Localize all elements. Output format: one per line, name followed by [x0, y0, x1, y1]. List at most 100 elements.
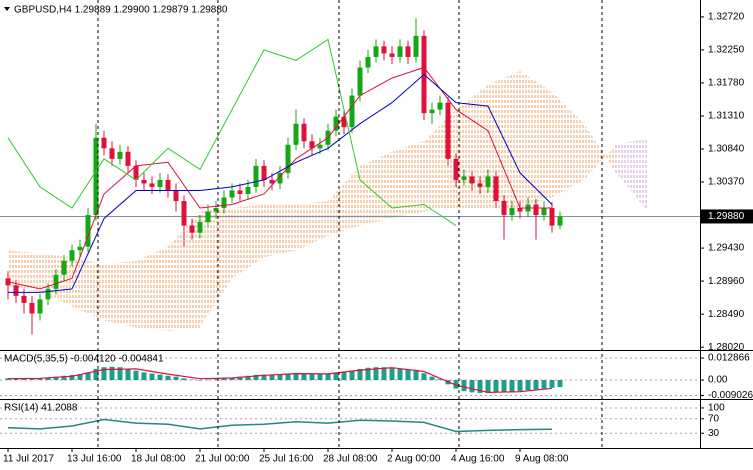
candle-body: [437, 102, 443, 110]
ichimoku-cloud-segment: [264, 204, 296, 258]
candle-body: [69, 250, 75, 261]
ichimoku-cloud-segment: [72, 257, 104, 321]
candle-body: [213, 208, 219, 212]
macd-bar: [109, 366, 115, 381]
y-tick-label: 100: [708, 403, 725, 414]
macd-bar: [301, 373, 307, 381]
macd-bar: [45, 377, 51, 381]
macd-bar: [333, 373, 339, 381]
last-price-box: [701, 209, 753, 224]
macd-bar: [221, 378, 227, 381]
candle-body: [37, 299, 43, 314]
macd-bar: [365, 367, 371, 381]
candle-body: [245, 186, 251, 194]
y-tick-label: -0.009026: [708, 390, 753, 401]
macd-bar: [437, 379, 443, 381]
candle-body: [189, 225, 195, 233]
x-tick-label: 4 Aug 16:00: [451, 454, 505, 465]
candle-body: [229, 190, 235, 198]
candle-body: [533, 204, 539, 216]
macd-bar: [485, 380, 491, 393]
candle-body: [477, 183, 483, 187]
candle-body: [61, 260, 67, 275]
x-tick-label: 28 Jul 08:00: [323, 454, 378, 465]
candle-body: [501, 201, 507, 216]
macd-bar: [141, 372, 147, 381]
macd-bar: [429, 376, 435, 381]
candle-body: [45, 288, 51, 300]
last-price-label: 1.29880: [708, 211, 745, 222]
macd-bar: [69, 374, 75, 381]
macd-bar: [21, 378, 27, 381]
macd-bar: [469, 380, 475, 393]
macd-bar: [309, 373, 315, 381]
candle-body: [21, 295, 27, 303]
candle-body: [125, 151, 131, 166]
menu-triangle: [4, 7, 10, 11]
candle-body: [429, 109, 435, 114]
candle-body: [517, 208, 523, 212]
x-tick-label: 13 Jul 16:00: [67, 454, 122, 465]
macd-bar: [357, 368, 363, 381]
macd-bar: [93, 368, 99, 381]
ichimoku-line: [7, 38, 457, 227]
candle-body: [253, 165, 259, 187]
candle-body: [493, 176, 499, 202]
macd-bar: [405, 369, 411, 381]
candle-body: [165, 179, 171, 191]
macd-bar: [389, 368, 395, 381]
candle-body: [141, 179, 147, 184]
frame: [0, 0, 753, 449]
candle-body: [29, 302, 35, 314]
y-tick-label: 1.30840: [708, 144, 745, 155]
candle-body: [453, 158, 459, 180]
candle-body: [117, 151, 123, 159]
y-tick-label: 30: [708, 428, 720, 439]
candle-body: [157, 179, 163, 187]
x-tick-label: 18 Jul 08:00: [131, 454, 186, 465]
macd-bar: [453, 380, 459, 389]
ichimoku-cloud-segment: [360, 151, 392, 226]
macd-bar: [229, 377, 235, 381]
macd-bar: [245, 375, 251, 381]
macd-bar: [149, 373, 155, 381]
candle-body: [173, 190, 179, 202]
macd-bar: [269, 374, 275, 381]
macd-bar: [253, 374, 259, 381]
macd-bar: [165, 375, 171, 381]
candle-body: [109, 148, 115, 159]
ichimoku-line: [7, 66, 552, 290]
candle-body: [205, 211, 211, 223]
plot-area: [0, 18, 700, 434]
y-tick-label: 1.31310: [708, 111, 745, 122]
candle-body: [389, 53, 395, 57]
candle-body: [461, 176, 467, 180]
rsi-line: [7, 418, 553, 433]
macd-bar: [349, 370, 355, 381]
ichimoku-cloud-segment: [584, 123, 616, 180]
ichimoku-cloud-segment: [168, 211, 200, 332]
y-tick-label: 1.30370: [708, 177, 745, 188]
x-tick-label: 11 Jul 2017: [3, 454, 54, 465]
candle-body: [557, 216, 563, 226]
macd-bar: [77, 374, 83, 381]
ichimoku-cloud-segment: [8, 250, 40, 293]
macd-bar: [157, 374, 163, 381]
ichimoku-cloud-segment: [296, 201, 328, 251]
macd-bar: [325, 374, 331, 381]
macd-bar: [125, 368, 131, 381]
candle-body: [149, 183, 155, 187]
macd-bar: [5, 378, 11, 381]
x-tick-label: 25 Jul 16:00: [259, 454, 314, 465]
macd-bar: [317, 374, 323, 381]
period-separators: [97, 0, 603, 448]
macd-bar: [293, 372, 299, 381]
candle-body: [197, 222, 203, 233]
candle-body: [261, 165, 267, 180]
candle-body: [237, 190, 243, 194]
macd-bar: [37, 378, 43, 381]
ichimoku-cloud-segment: [104, 260, 136, 328]
candle-body: [85, 215, 91, 247]
macd-bar: [197, 380, 203, 381]
